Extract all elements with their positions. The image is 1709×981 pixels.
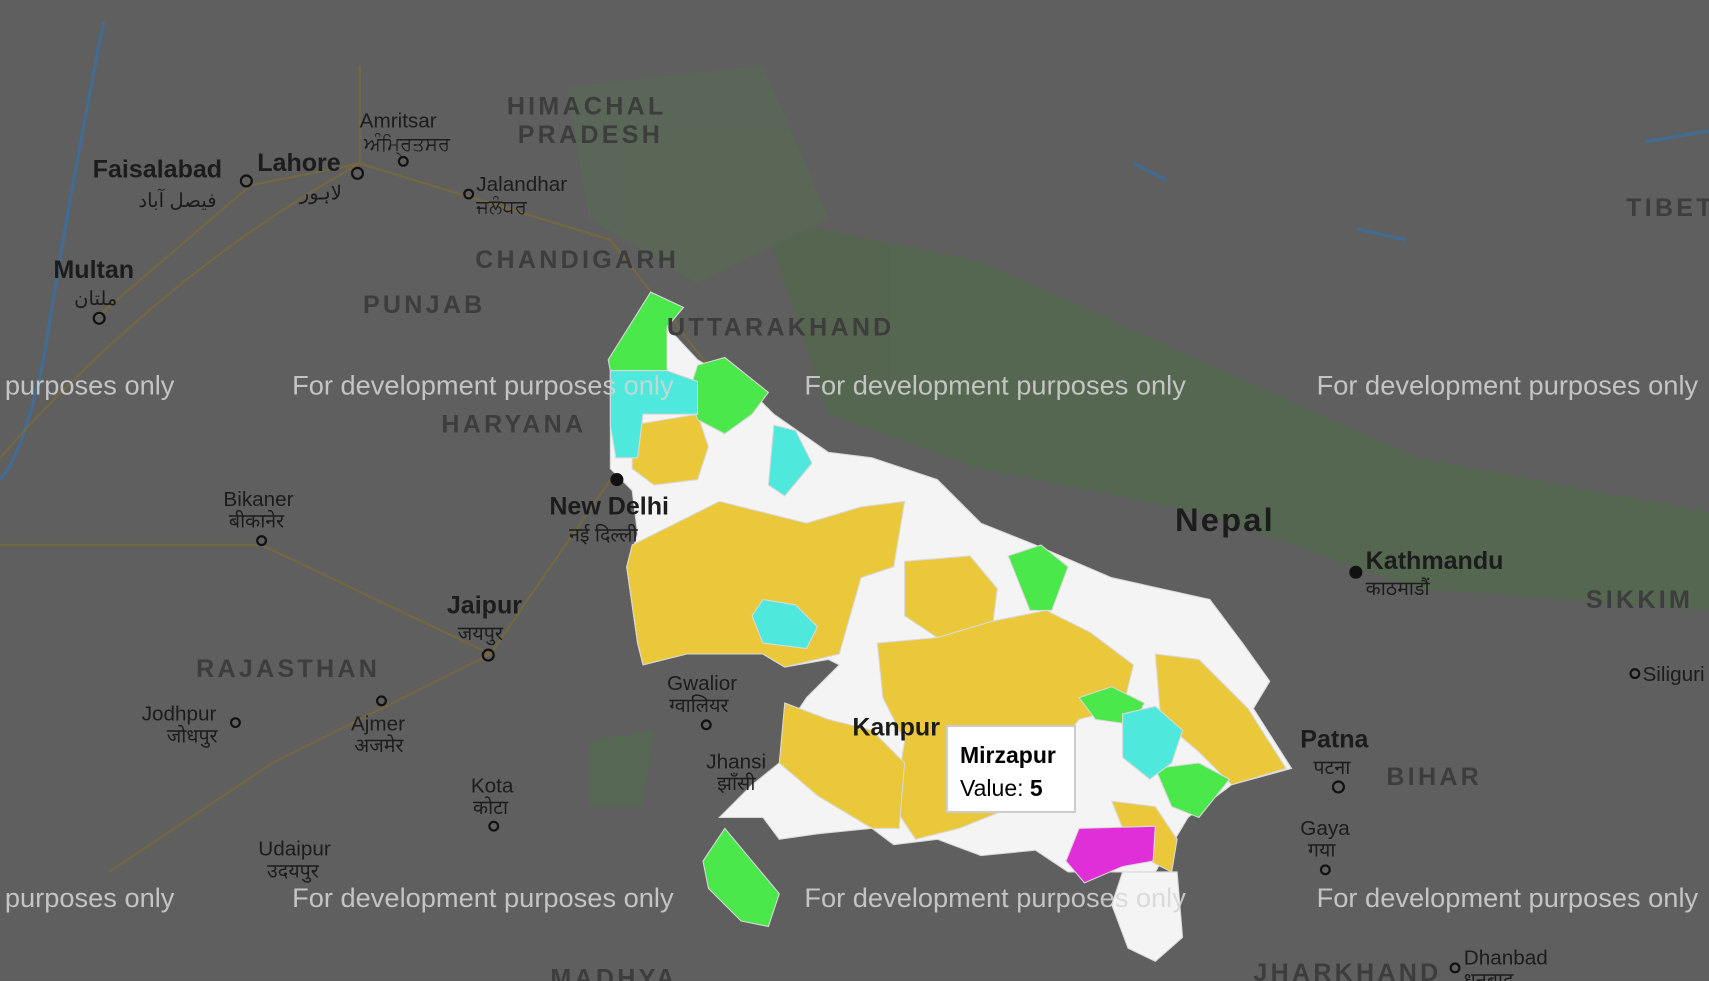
terrain xyxy=(566,65,1709,807)
district-cyan[interactable] xyxy=(767,424,813,497)
state-uttar-pradesh xyxy=(607,291,1293,962)
region-label: CHANDIGARH xyxy=(475,246,679,274)
place-native: पटना xyxy=(1313,757,1351,779)
place-label: Jodhpur xyxy=(142,702,217,725)
place-label: New Delhi xyxy=(549,492,669,520)
place-label: Udaipur xyxy=(258,838,331,861)
place-label: Siliguri xyxy=(1643,663,1705,686)
place-label: Multan xyxy=(53,256,134,284)
region-label: PRADESH xyxy=(518,121,663,149)
place-native: فیصل آباد xyxy=(138,188,216,212)
region-label: RAJASTHAN xyxy=(196,655,380,683)
district-cyan[interactable] xyxy=(1122,705,1184,781)
place-native: उदयपुर xyxy=(267,860,320,883)
place-label: Kathmandu xyxy=(1366,547,1504,575)
place-native: कोटा xyxy=(473,796,509,819)
place-labels: Amritsar ਅੰਮ੍ਰਿਤਸਰ Faisalabad فیصل آباد … xyxy=(53,92,1709,981)
district-tooltip: Mirzapur Value: 5 xyxy=(946,725,1076,813)
place-label: Gaya xyxy=(1300,817,1350,840)
region-label: JHARKHAND xyxy=(1253,959,1441,981)
rivers xyxy=(0,21,1709,481)
place-label: Amritsar xyxy=(360,110,437,133)
tooltip-value-label: Value: xyxy=(960,775,1024,801)
place-label: Ajmer xyxy=(351,712,405,735)
svg-text:For development purposes only: For development purposes only xyxy=(1317,370,1699,401)
place-label: Jaipur xyxy=(447,592,522,620)
region-label: SIKKIM xyxy=(1586,586,1693,614)
district-yellow[interactable] xyxy=(631,413,710,486)
svg-text:For development purposes only: For development purposes only xyxy=(804,882,1186,913)
place-label: Jhansi xyxy=(706,750,766,773)
place-native: जोधपुर xyxy=(167,724,219,748)
region-label: HARYANA xyxy=(441,411,586,439)
svg-text:For development purposes only: For development purposes only xyxy=(804,370,1186,401)
place-label: Jalandhar xyxy=(476,173,567,196)
place-label: Dhanbad xyxy=(1464,947,1548,970)
place-native: अजमेर xyxy=(354,734,404,757)
country-label: Nepal xyxy=(1175,501,1275,538)
region-label: TIBET xyxy=(1626,194,1709,222)
place-label: Gwalior xyxy=(667,672,737,695)
place-native: ਅੰਮ੍ਰਿਤਸਰ xyxy=(363,132,451,157)
place-native: ग्वालियर xyxy=(669,694,729,717)
tooltip-value-row: Value: 5 xyxy=(960,772,1074,805)
district-green[interactable] xyxy=(1154,762,1231,819)
place-label: Kota xyxy=(471,774,514,797)
region-label: BIHAR xyxy=(1386,763,1482,791)
district-cyan[interactable] xyxy=(751,598,819,650)
watermarks: For development purposes only For develo… xyxy=(0,370,1699,913)
place-native: बीकानेर xyxy=(229,510,285,533)
region-label: MADHYA xyxy=(550,964,677,981)
place-native: ملتان xyxy=(74,288,117,310)
city-markers xyxy=(92,155,1641,974)
place-native: لاہور xyxy=(299,182,342,204)
place-label: Lahore xyxy=(257,149,341,177)
region-label: UTTARAKHAND xyxy=(667,314,895,342)
district-sonbhadra[interactable] xyxy=(1111,871,1184,962)
svg-text:For development purposes only: For development purposes only xyxy=(0,882,175,913)
region-label: HIMACHAL xyxy=(507,92,667,120)
place-label: Patna xyxy=(1300,726,1369,754)
place-label: Bikaner xyxy=(223,488,293,511)
place-native: ਜਲੰਧਰ xyxy=(475,196,527,219)
place-label: Faisalabad xyxy=(93,156,222,184)
place-native: धनबाद xyxy=(1464,969,1514,981)
place-native: झाँसी xyxy=(717,772,756,795)
svg-text:For development purposes only: For development purposes only xyxy=(1317,882,1699,913)
place-native: काठमाडौं xyxy=(1366,577,1431,600)
district-yellow[interactable] xyxy=(778,702,906,829)
place-native: नई दिल्ली xyxy=(569,524,639,547)
svg-text:For development purposes only: For development purposes only xyxy=(292,370,674,401)
district-green[interactable] xyxy=(1007,544,1069,611)
district-lalitpur[interactable] xyxy=(702,827,780,928)
svg-text:For development purposes only: For development purposes only xyxy=(0,370,175,401)
district-yellow[interactable] xyxy=(626,500,906,668)
tooltip-district-name: Mirzapur xyxy=(960,742,1056,768)
district-mirzapur[interactable] xyxy=(1065,825,1156,884)
district-cyan[interactable] xyxy=(609,370,699,459)
svg-text:For development purposes only: For development purposes only xyxy=(292,882,674,913)
place-native: गया xyxy=(1308,840,1336,862)
tooltip-value: 5 xyxy=(1029,775,1043,801)
place-label: Kanpur xyxy=(852,714,940,742)
place-native: जयपुर xyxy=(458,623,504,646)
region-label: PUNJAB xyxy=(363,291,486,319)
